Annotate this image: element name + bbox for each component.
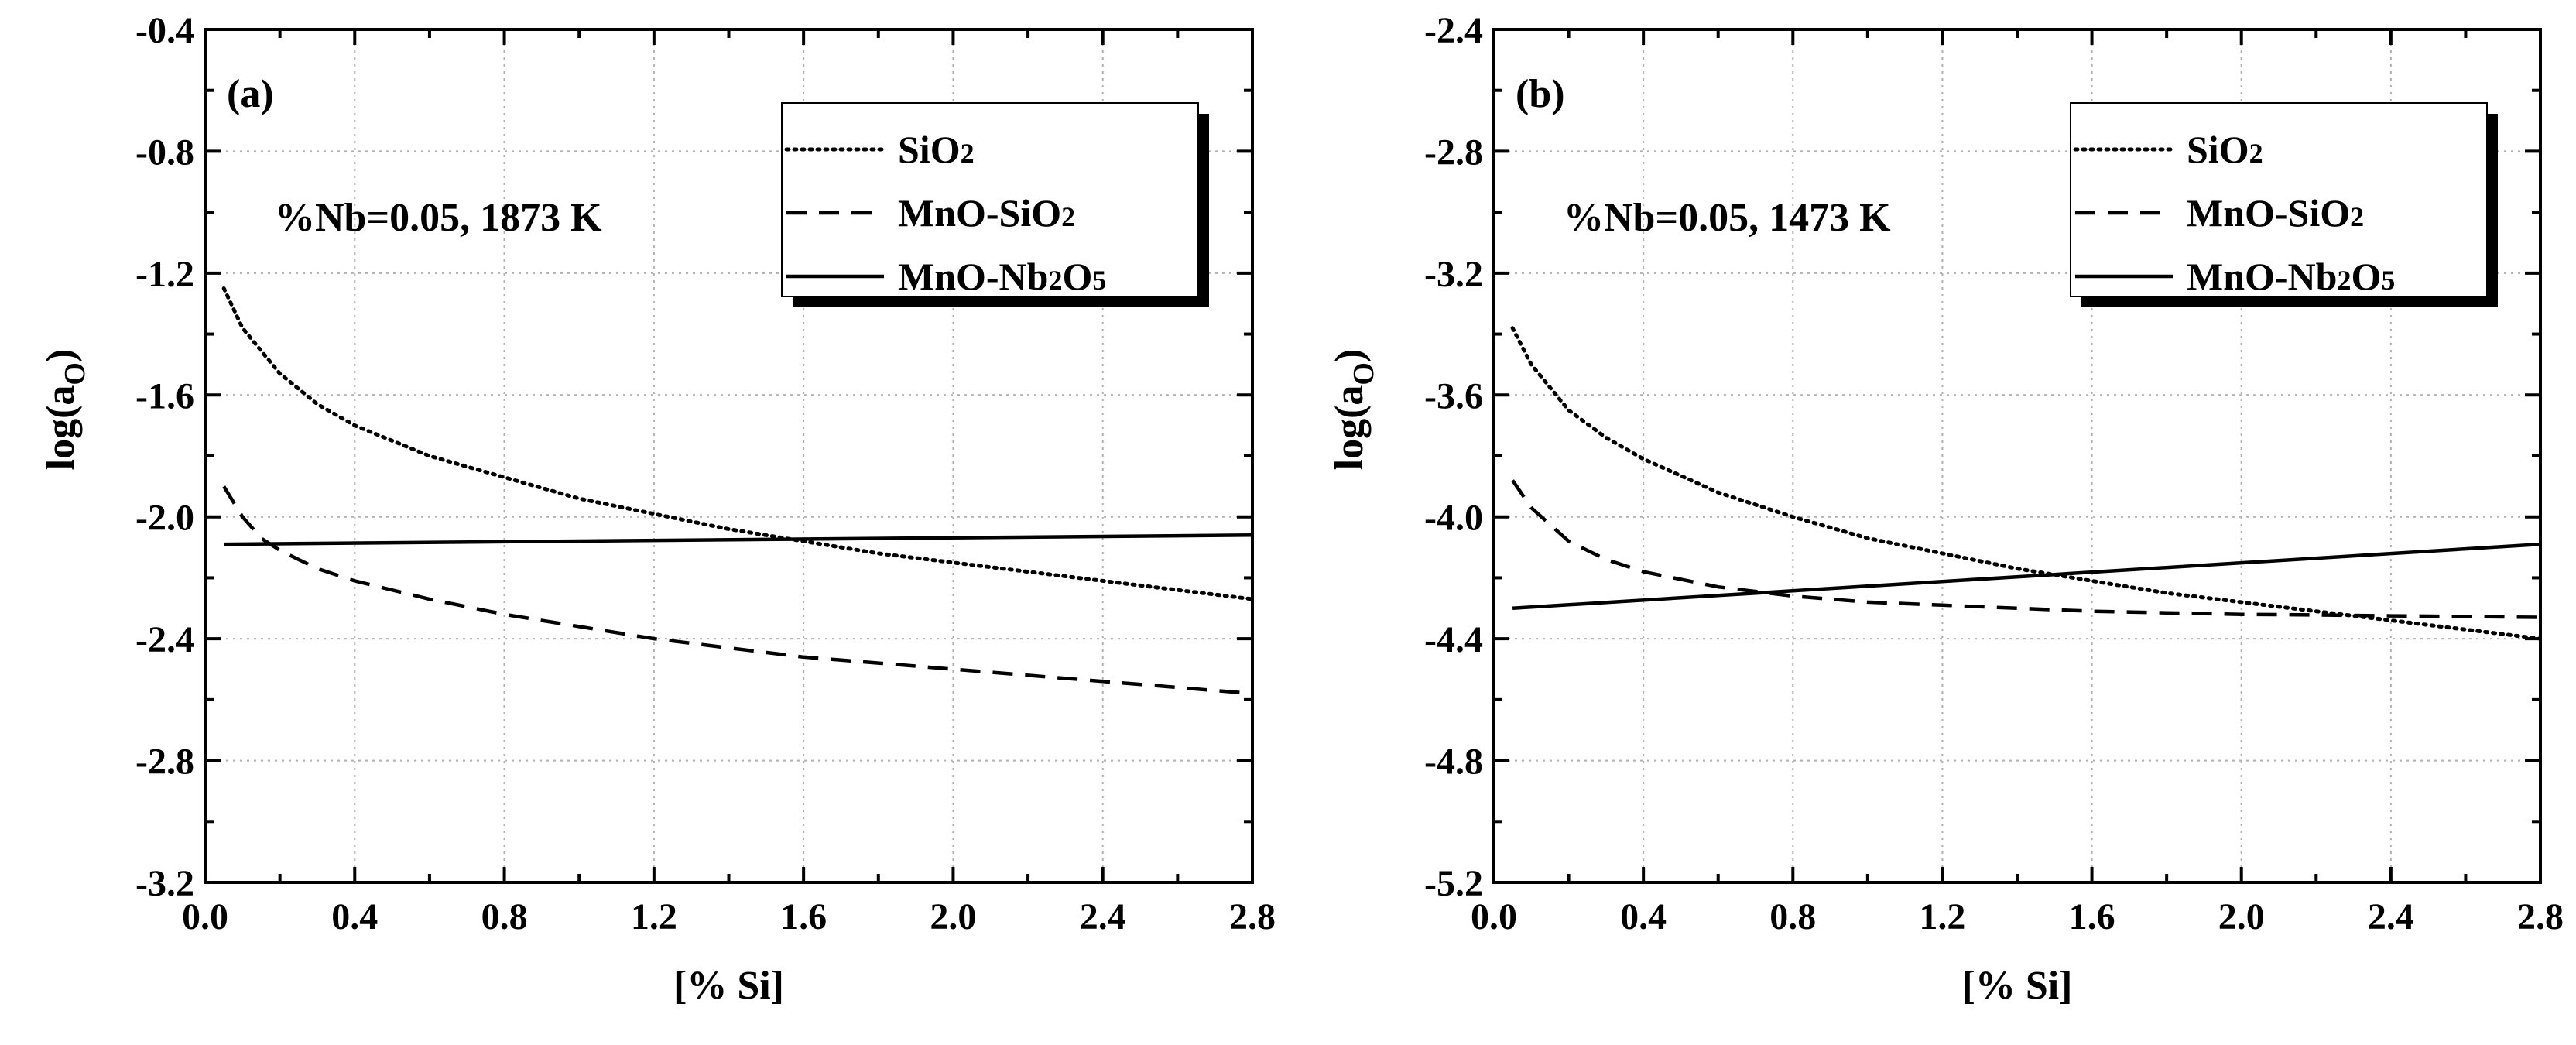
x-axis-title: [% Si] xyxy=(673,964,784,1008)
x-tick-label: 2.8 xyxy=(1229,896,1276,937)
y-tick-label: -2.4 xyxy=(135,619,194,660)
x-tick-label: 1.2 xyxy=(1919,896,1965,937)
legend-label: MnO-SiO2 xyxy=(898,191,1075,235)
x-tick-label: 2.0 xyxy=(2218,896,2265,937)
y-tick-label: -4.0 xyxy=(1424,498,1483,539)
x-tick-label: 1.6 xyxy=(780,896,827,937)
y-axis-title-close: ) xyxy=(39,349,83,362)
legend-label: SiO2 xyxy=(898,128,975,171)
legend-label-text: SiO xyxy=(898,128,961,171)
legend-label-text: MnO-Nb xyxy=(898,255,1048,298)
x-tick-label: 2.4 xyxy=(1080,896,1126,937)
legend-label-text: MnO-SiO xyxy=(2187,191,2350,235)
y-axis-title-close: ) xyxy=(1327,349,1372,362)
series-line-sio2 xyxy=(1510,326,2540,641)
series-line-mno-nb2o5 xyxy=(224,533,1252,546)
legend-label: SiO2 xyxy=(2187,128,2263,171)
y-tick-label: -3.2 xyxy=(135,863,194,904)
legend-label-sub: 2 xyxy=(1061,201,1075,232)
y-tick-label: -2.4 xyxy=(1424,10,1483,51)
y-tick-label: -0.8 xyxy=(135,132,194,173)
x-tick-label: 0.8 xyxy=(481,896,528,937)
y-tick-label: -1.2 xyxy=(135,254,194,295)
legend-label-sub: 2 xyxy=(2249,138,2263,169)
gridlines xyxy=(1494,29,2540,882)
legend-label-text: SiO xyxy=(2187,128,2249,171)
legend-label-text: MnO-Nb xyxy=(2187,255,2337,298)
legend-label: MnO-Nb2O5 xyxy=(898,255,1106,298)
series-line-sio2 xyxy=(221,286,1252,601)
panel-label: (b) xyxy=(1516,72,1565,116)
x-tick-label: 1.2 xyxy=(631,896,677,937)
condition-annotation: %Nb=0.05, 1473 K xyxy=(1564,196,1891,240)
tick-marks xyxy=(1492,28,2542,884)
x-tick-label: 0.0 xyxy=(182,896,228,937)
legend-label-sub: 2 xyxy=(961,138,975,169)
tick-marks xyxy=(204,28,1254,884)
legend-label: MnO-Nb2O5 xyxy=(2187,255,2395,298)
y-axis-title: log(aO) xyxy=(39,349,91,471)
y-axis-title-base: log(a xyxy=(1327,385,1372,471)
legend-label-sub: 2 xyxy=(2337,265,2351,296)
series-line-mno-sio2 xyxy=(1511,479,2540,619)
legend-label-text: MnO-SiO xyxy=(898,191,1061,235)
x-tick-label: 2.4 xyxy=(2368,896,2414,937)
y-tick-label: -2.8 xyxy=(135,742,194,783)
x-tick-label: 1.6 xyxy=(2069,896,2115,937)
panel-label: (a) xyxy=(227,72,274,116)
legend-box xyxy=(2070,102,2488,297)
legend-label-text: O xyxy=(1062,255,1092,298)
y-tick-label: -4.4 xyxy=(1424,619,1483,660)
chart-panel-1: 0.0 0.4 0.8 1.2 1.6 2.0 2.4 2.8 -3.2 -2.8 -2.4 -2.0… xyxy=(39,10,1276,1008)
y-tick-label: -3.6 xyxy=(1424,375,1483,416)
y-tick-label: -3.2 xyxy=(1424,254,1483,295)
y-axis-title-base: log(a xyxy=(39,385,83,471)
y-tick-label: -0.4 xyxy=(135,10,194,51)
y-tick-label: -4.8 xyxy=(1424,742,1483,783)
x-tick-label: 0.0 xyxy=(1471,896,1517,937)
y-axis-title-sub: O xyxy=(1348,362,1380,385)
y-tick-label: -5.2 xyxy=(1424,863,1483,904)
legend-label-sub: 2 xyxy=(1048,265,1062,296)
legend-label: MnO-SiO2 xyxy=(2187,191,2364,235)
legend-label-text: O xyxy=(2351,255,2381,298)
y-axis-title-sub: O xyxy=(59,362,91,385)
y-tick-label: -2.0 xyxy=(135,498,194,539)
x-tick-label: 0.4 xyxy=(1620,896,1667,937)
series-line-mno-sio2 xyxy=(222,485,1252,696)
legend-box xyxy=(781,102,1199,297)
x-axis-title: [% Si] xyxy=(1962,964,2073,1008)
y-tick-label: -2.8 xyxy=(1424,132,1483,173)
condition-annotation: %Nb=0.05, 1873 K xyxy=(275,196,602,240)
y-axis-title: log(aO) xyxy=(1327,349,1380,471)
x-tick-label: 2.8 xyxy=(2517,896,2564,937)
legend-label-sub: 5 xyxy=(1092,265,1106,296)
series-line-mno-nb2o5 xyxy=(1512,542,2540,611)
legend-label-sub: 5 xyxy=(2381,265,2395,296)
chart-panel-2: 0.0 0.4 0.8 1.2 1.6 2.0 2.4 2.8 -5.2 -4.8 -4.4 -4.0… xyxy=(1327,10,2564,1008)
y-tick-label: -1.6 xyxy=(135,375,194,416)
legend-label-sub: 2 xyxy=(2350,201,2364,232)
x-tick-label: 0.8 xyxy=(1769,896,1816,937)
x-tick-label: 2.0 xyxy=(930,896,976,937)
x-tick-label: 0.4 xyxy=(331,896,378,937)
